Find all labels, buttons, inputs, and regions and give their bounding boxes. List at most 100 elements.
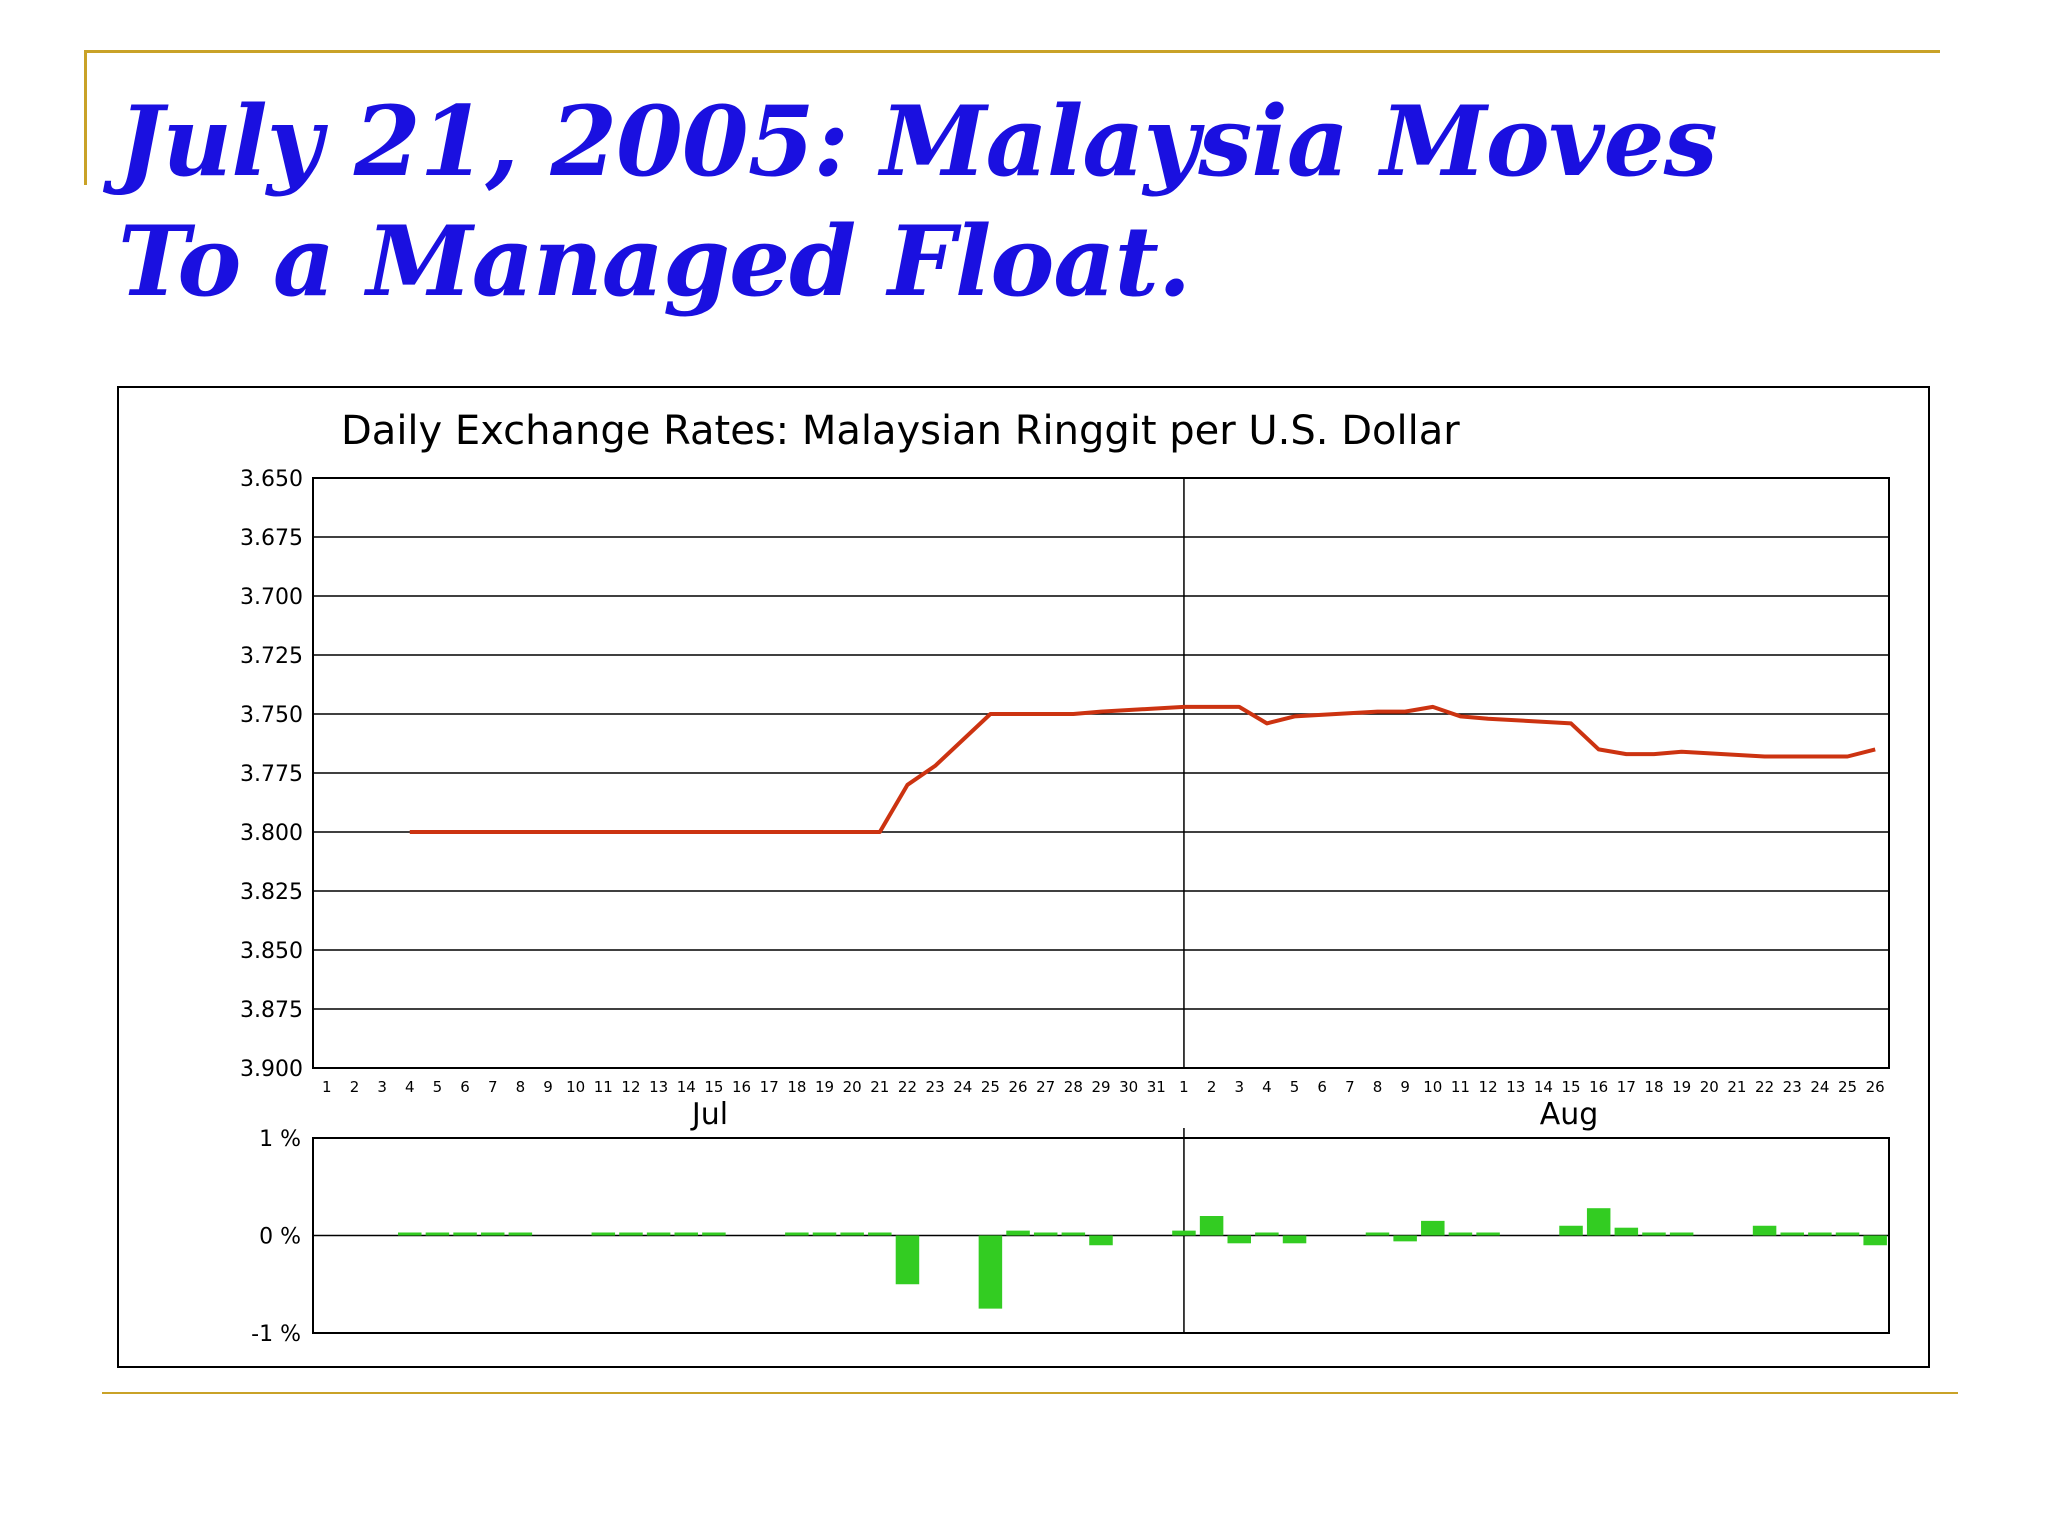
- change-bar: [591, 1232, 616, 1236]
- change-bar: [1255, 1232, 1279, 1236]
- x-tick-label: 21: [870, 1078, 889, 1096]
- y-tick-label: 3.675: [240, 526, 303, 551]
- x-tick-label: 13: [1506, 1078, 1525, 1096]
- x-tick-label: 29: [1091, 1078, 1110, 1096]
- change-bar: [1642, 1232, 1666, 1236]
- change-bar: [1061, 1232, 1086, 1236]
- bottom-rule: [102, 1392, 1958, 1394]
- month-label-jul: Jul: [690, 1097, 728, 1132]
- x-tick-label: 8: [1373, 1078, 1383, 1096]
- slide-title: July 21, 2005: Malaysia Moves To a Manag…: [118, 85, 1718, 318]
- change-bar: [425, 1232, 450, 1236]
- x-tick-label: 19: [815, 1078, 834, 1096]
- bar-y-tick-label: 1 %: [259, 1127, 301, 1152]
- x-tick-label: 19: [1672, 1078, 1691, 1096]
- change-bar: [1586, 1208, 1611, 1236]
- x-tick-label: 8: [516, 1078, 526, 1096]
- change-bar: [1172, 1230, 1196, 1236]
- bar-plot-area: 1 % 0 % -1 %: [251, 1127, 1890, 1347]
- x-tick-label: 4: [405, 1078, 415, 1096]
- change-bar: [785, 1232, 809, 1236]
- x-tick-label: 15: [1561, 1078, 1580, 1096]
- x-tick-label: 9: [1400, 1078, 1410, 1096]
- change-bar: [1835, 1232, 1860, 1236]
- y-tick-label: 3.850: [240, 939, 303, 964]
- x-tick-label: 24: [953, 1078, 972, 1096]
- change-bar: [1752, 1225, 1777, 1236]
- change-bar: [453, 1232, 477, 1236]
- change-bar: [1863, 1235, 1887, 1246]
- change-bar: [646, 1232, 671, 1236]
- change-bar: [1199, 1216, 1224, 1236]
- x-tick-label: 4: [1262, 1078, 1272, 1096]
- y-tick-label: 3.825: [240, 880, 303, 905]
- x-tick-label: 7: [1345, 1078, 1355, 1096]
- x-tick-label: 13: [649, 1078, 668, 1096]
- change-bar: [674, 1232, 699, 1236]
- x-tick-label: 6: [460, 1078, 470, 1096]
- change-bar: [868, 1232, 892, 1236]
- change-bar: [895, 1235, 920, 1285]
- x-tick-label: 12: [1479, 1078, 1498, 1096]
- x-tick-label: 15: [704, 1078, 723, 1096]
- x-tick-label: 23: [926, 1078, 945, 1096]
- x-tick-label: 26: [1866, 1078, 1885, 1096]
- x-tick-label: 3: [377, 1078, 387, 1096]
- y-tick-label: 3.750: [240, 703, 303, 728]
- x-tick-label: 26: [1009, 1078, 1028, 1096]
- exchange-rate-line: [409, 704, 1876, 834]
- change-bar: [1669, 1232, 1694, 1236]
- change-bar: [1780, 1232, 1804, 1236]
- change-bar: [702, 1232, 726, 1236]
- change-bar: [1227, 1235, 1251, 1244]
- x-tick-label: 23: [1783, 1078, 1802, 1096]
- change-bar: [619, 1232, 643, 1236]
- line-plot-area: 3.650 3.675 3.700 3.725 3.750 3.775 3.800 3.825…: [240, 467, 1890, 1096]
- y-tick-label: 3.900: [240, 1057, 303, 1082]
- x-tick-label: 7: [488, 1078, 498, 1096]
- y-tick-label: 3.725: [240, 644, 303, 669]
- x-tick-label: 17: [1617, 1078, 1636, 1096]
- change-bar: [840, 1232, 864, 1236]
- x-tick-label: 18: [1644, 1078, 1663, 1096]
- x-tick-label: 11: [1451, 1078, 1470, 1096]
- change-bar: [480, 1232, 505, 1236]
- x-tick-label: 22: [898, 1078, 917, 1096]
- x-tick-label: 6: [1317, 1078, 1327, 1096]
- x-tick-label: 14: [677, 1078, 696, 1096]
- change-bar: [1421, 1220, 1445, 1236]
- x-tick-label: 14: [1534, 1078, 1553, 1096]
- change-bar: [398, 1232, 422, 1236]
- change-bar: [812, 1232, 837, 1236]
- x-tick-label: 20: [843, 1078, 862, 1096]
- x-tick-label: 11: [594, 1078, 613, 1096]
- y-tick-label: 3.775: [240, 762, 303, 787]
- x-tick-label: 2: [350, 1078, 360, 1096]
- x-tick-label: 28: [1064, 1078, 1083, 1096]
- change-bar: [1393, 1235, 1417, 1242]
- x-tick-label: 21: [1727, 1078, 1746, 1096]
- x-tick-label: 10: [566, 1078, 585, 1096]
- x-tick-label: 1: [322, 1078, 332, 1096]
- change-bar: [1476, 1232, 1500, 1236]
- x-tick-label: 1: [1179, 1078, 1189, 1096]
- x-tick-label: 3: [1234, 1078, 1244, 1096]
- x-tick-label: 31: [1147, 1078, 1166, 1096]
- x-tick-label: 17: [760, 1078, 779, 1096]
- x-tick-label: 12: [621, 1078, 640, 1096]
- change-bar: [1033, 1232, 1058, 1236]
- change-bar: [1365, 1232, 1390, 1236]
- y-tick-label: 3.800: [240, 821, 303, 846]
- x-tick-label: 18: [787, 1078, 806, 1096]
- change-bar: [1448, 1232, 1473, 1236]
- x-tick-label: 5: [1290, 1078, 1300, 1096]
- change-bar: [1559, 1225, 1583, 1236]
- y-tick-label: 3.700: [240, 585, 303, 610]
- chart-title: Daily Exchange Rates: Malaysian Ringgit …: [341, 408, 1460, 454]
- x-tick-label: 22: [1755, 1078, 1774, 1096]
- change-bar: [978, 1235, 1003, 1309]
- change-bar: [508, 1232, 533, 1236]
- change-bar: [1089, 1235, 1113, 1246]
- x-tick-label: 5: [433, 1078, 443, 1096]
- y-tick-label: 3.875: [240, 998, 303, 1023]
